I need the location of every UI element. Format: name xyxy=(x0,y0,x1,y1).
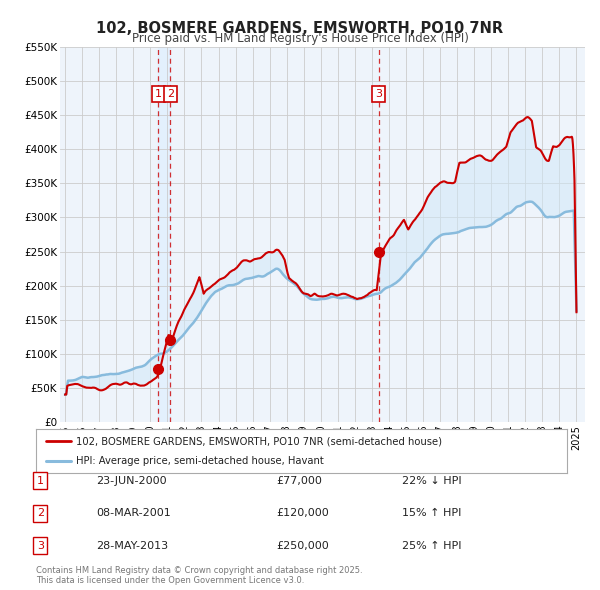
Text: 22% ↓ HPI: 22% ↓ HPI xyxy=(402,476,461,486)
Text: 1: 1 xyxy=(155,89,162,99)
Text: 102, BOSMERE GARDENS, EMSWORTH, PO10 7NR: 102, BOSMERE GARDENS, EMSWORTH, PO10 7NR xyxy=(97,21,503,35)
Text: 2: 2 xyxy=(37,509,44,518)
Text: HPI: Average price, semi-detached house, Havant: HPI: Average price, semi-detached house,… xyxy=(76,456,323,466)
Text: Price paid vs. HM Land Registry's House Price Index (HPI): Price paid vs. HM Land Registry's House … xyxy=(131,32,469,45)
Text: 1: 1 xyxy=(37,476,44,486)
Text: 25% ↑ HPI: 25% ↑ HPI xyxy=(402,541,461,550)
Text: 102, BOSMERE GARDENS, EMSWORTH, PO10 7NR (semi-detached house): 102, BOSMERE GARDENS, EMSWORTH, PO10 7NR… xyxy=(76,437,442,446)
Text: 28-MAY-2013: 28-MAY-2013 xyxy=(96,541,168,550)
Text: 08-MAR-2001: 08-MAR-2001 xyxy=(96,509,171,518)
Text: 23-JUN-2000: 23-JUN-2000 xyxy=(96,476,167,486)
Text: 3: 3 xyxy=(37,541,44,550)
Text: 2: 2 xyxy=(167,89,174,99)
Text: £250,000: £250,000 xyxy=(276,541,329,550)
Text: 3: 3 xyxy=(375,89,382,99)
Text: Contains HM Land Registry data © Crown copyright and database right 2025.
This d: Contains HM Land Registry data © Crown c… xyxy=(36,566,362,585)
Bar xyxy=(158,47,170,422)
Text: 15% ↑ HPI: 15% ↑ HPI xyxy=(402,509,461,518)
Text: £120,000: £120,000 xyxy=(276,509,329,518)
Text: £77,000: £77,000 xyxy=(276,476,322,486)
